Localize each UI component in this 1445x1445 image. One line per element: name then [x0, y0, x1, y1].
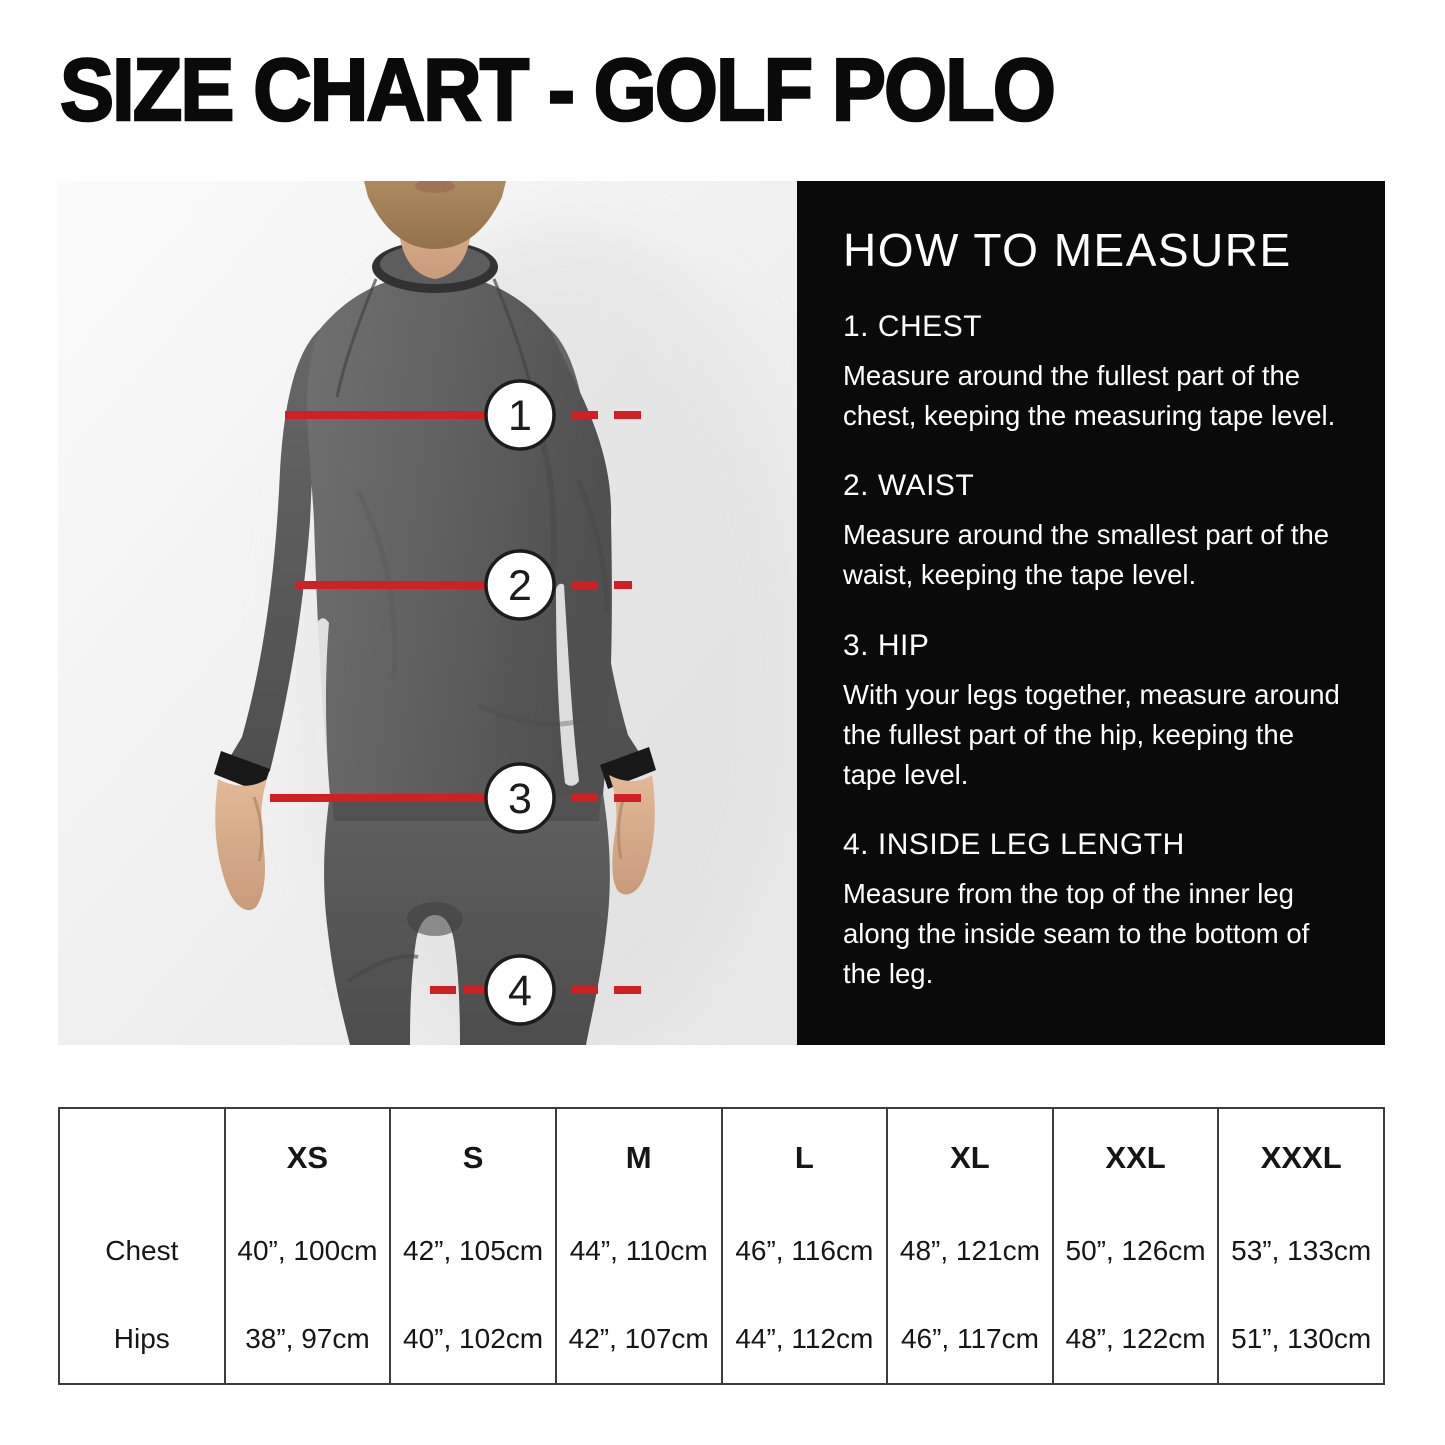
step-text: Measure around the fullest part of the c… — [843, 360, 1336, 432]
step-text: With your legs together, measure around … — [843, 678, 1340, 790]
step-label: 4. INSIDE LEG LENGTH — [843, 827, 1185, 861]
table-cell: 53”, 133cm — [1217, 1207, 1384, 1295]
left-arm — [224, 329, 320, 778]
header-cell-xl: XL — [886, 1108, 1053, 1207]
table-cell: 46”, 117cm — [886, 1295, 1053, 1384]
model-photo: 1 2 3 4 — [58, 181, 797, 1045]
left-hand — [215, 779, 267, 911]
header-cell-xxl: XXL — [1051, 1108, 1219, 1207]
table-cell: 46”, 116cm — [720, 1207, 888, 1295]
leggings — [324, 793, 610, 1045]
step-label: 3. HIP — [843, 628, 930, 662]
measure-step-inside-leg: 4. INSIDE LEG LENGTH Measure from the to… — [843, 828, 1343, 994]
table-cell: 42”, 105cm — [389, 1207, 556, 1295]
how-to-measure-panel: HOW TO MEASURE 1. CHEST Measure around t… — [797, 181, 1385, 1045]
step-text: Measure around the smallest part of the … — [843, 519, 1330, 591]
table-cell: 48”, 122cm — [1051, 1295, 1219, 1384]
header-cell-s: S — [389, 1108, 556, 1207]
table-cell: 42”, 107cm — [554, 1295, 722, 1384]
raglan-seam — [335, 278, 378, 398]
measure-marker-number-3: 3 — [508, 775, 532, 823]
sleeve-fold — [575, 479, 610, 614]
measure-step-chest: 1. CHEST Measure around the fullest part… — [843, 310, 1343, 436]
header-cell-xxxl: XXXL — [1217, 1108, 1384, 1207]
beard — [364, 181, 506, 249]
header-cell-xs: XS — [223, 1108, 391, 1207]
header-cell-blank — [59, 1108, 225, 1207]
shirt-fold — [476, 702, 587, 727]
page-title: SIZE CHART - GOLF POLO — [59, 40, 1057, 139]
measure-marker-number-1: 1 — [508, 392, 532, 440]
size-table-header-row: XS S M L XL XXL XXXL — [59, 1108, 1384, 1207]
left-hand-finger-line — [252, 796, 264, 862]
table-cell: 50”, 126cm — [1051, 1207, 1219, 1295]
step-label: 2. WAIST — [843, 469, 975, 503]
model-photo-illustration: 1 2 3 4 — [58, 181, 797, 1045]
table-cell: 40”, 102cm — [389, 1295, 556, 1384]
table-cell: 40”, 100cm — [223, 1207, 391, 1295]
measure-marker-number-2: 2 — [508, 562, 532, 610]
crotch-shadow — [407, 902, 463, 936]
table-cell: 44”, 110cm — [554, 1207, 722, 1295]
size-table: XS S M L XL XXL XXXL Chest 40”, 100cm 42… — [58, 1107, 1385, 1385]
row-label: Chest — [105, 1235, 179, 1266]
table-cell: 38”, 97cm — [223, 1295, 391, 1384]
measure-step-hip: 3. HIP With your legs together, measure … — [843, 629, 1343, 795]
measure-step-waist: 2. WAIST Measure around the smallest par… — [843, 469, 1343, 595]
mouth-hint — [415, 181, 455, 193]
left-arm-gap — [314, 618, 329, 788]
panel-heading: HOW TO MEASURE — [843, 224, 1292, 276]
step-label: 1. CHEST — [843, 310, 983, 343]
right-arm-gap — [556, 583, 579, 786]
header-cell-m: M — [554, 1108, 722, 1207]
measurement-markers: 1 2 3 4 — [484, 379, 556, 1026]
table-cell: 48”, 121cm — [886, 1207, 1053, 1295]
header-cell-l: L — [720, 1108, 888, 1207]
table-row-chest: Chest 40”, 100cm 42”, 105cm 44”, 110cm 4… — [59, 1207, 1384, 1295]
measure-marker-4 — [484, 954, 556, 1026]
measure-marker-2 — [484, 549, 556, 621]
left-knee-seam — [346, 954, 419, 983]
model-silhouette — [214, 181, 656, 1045]
table-row-hips: Hips 38”, 97cm 40”, 102cm 42”, 107cm 44”… — [59, 1295, 1384, 1384]
row-label: Hips — [113, 1323, 170, 1354]
measure-marker-1 — [484, 379, 556, 451]
measure-marker-number-4: 4 — [508, 967, 532, 1015]
step-text: Measure from the top of the inner leg al… — [843, 877, 1310, 990]
left-cuff — [214, 751, 270, 793]
measure-marker-3 — [484, 762, 556, 834]
table-cell: 51”, 130cm — [1217, 1295, 1384, 1384]
table-cell: 44”, 112cm — [720, 1295, 888, 1384]
